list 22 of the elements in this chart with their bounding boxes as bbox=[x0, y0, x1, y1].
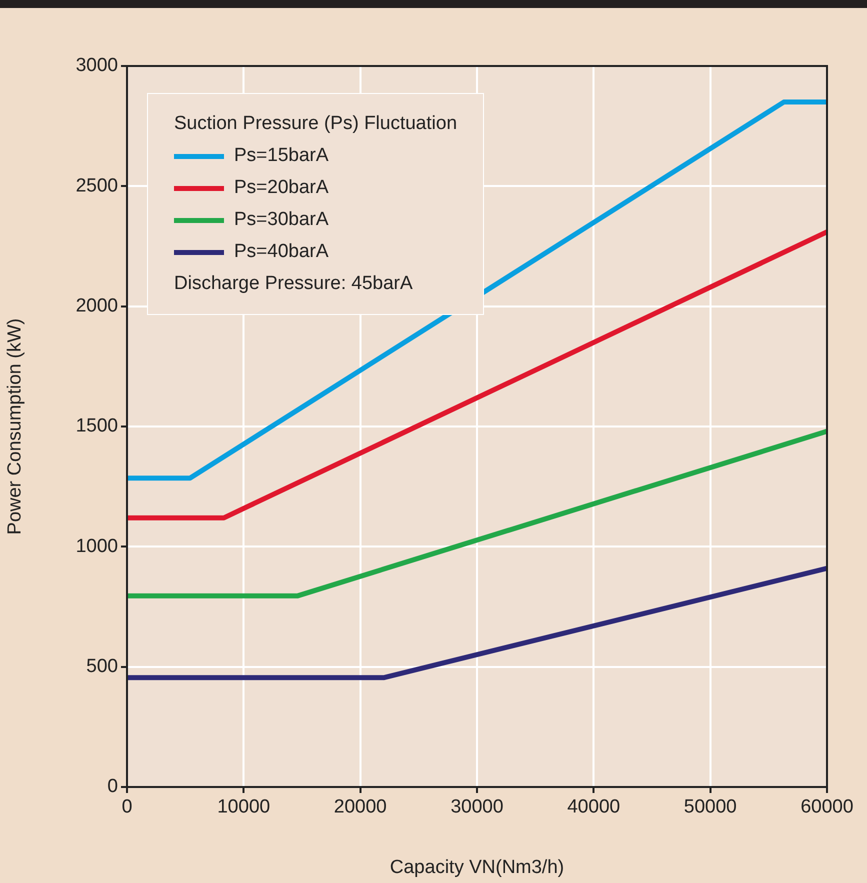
x-tick-label: 40000 bbox=[567, 796, 620, 818]
y-tick-label: 3000 bbox=[76, 55, 118, 76]
legend-label: Ps=20barA bbox=[234, 177, 329, 199]
legend-title: Suction Pressure (Ps) Fluctuation bbox=[174, 112, 458, 136]
y-tick-label: 2500 bbox=[76, 175, 118, 196]
x-tick-label: 50000 bbox=[684, 796, 737, 818]
x-tick-label: 10000 bbox=[217, 796, 270, 818]
y-tick-label: 2000 bbox=[76, 296, 118, 317]
y-tick-label: 0 bbox=[107, 776, 118, 798]
x-tick-label: 0 bbox=[122, 796, 132, 818]
legend-label: Ps=15barA bbox=[234, 145, 329, 167]
y-tick-label: 1500 bbox=[76, 416, 118, 437]
x-tick-label: 60000 bbox=[800, 796, 854, 818]
legend-label: Ps=40barA bbox=[234, 241, 329, 263]
y-tick-label: 1000 bbox=[76, 536, 118, 557]
y-axis-title: Power Consumption (kW) bbox=[4, 318, 26, 535]
annotation: Discharge Pressure: 45barA bbox=[174, 272, 414, 296]
legend-label: Ps=30barA bbox=[234, 209, 329, 231]
x-tick-label: 20000 bbox=[334, 796, 387, 818]
x-axis-title: Capacity VN(Nm3/h) bbox=[390, 856, 564, 878]
y-tick-label: 500 bbox=[86, 656, 118, 678]
x-tick-label: 30000 bbox=[450, 796, 504, 818]
